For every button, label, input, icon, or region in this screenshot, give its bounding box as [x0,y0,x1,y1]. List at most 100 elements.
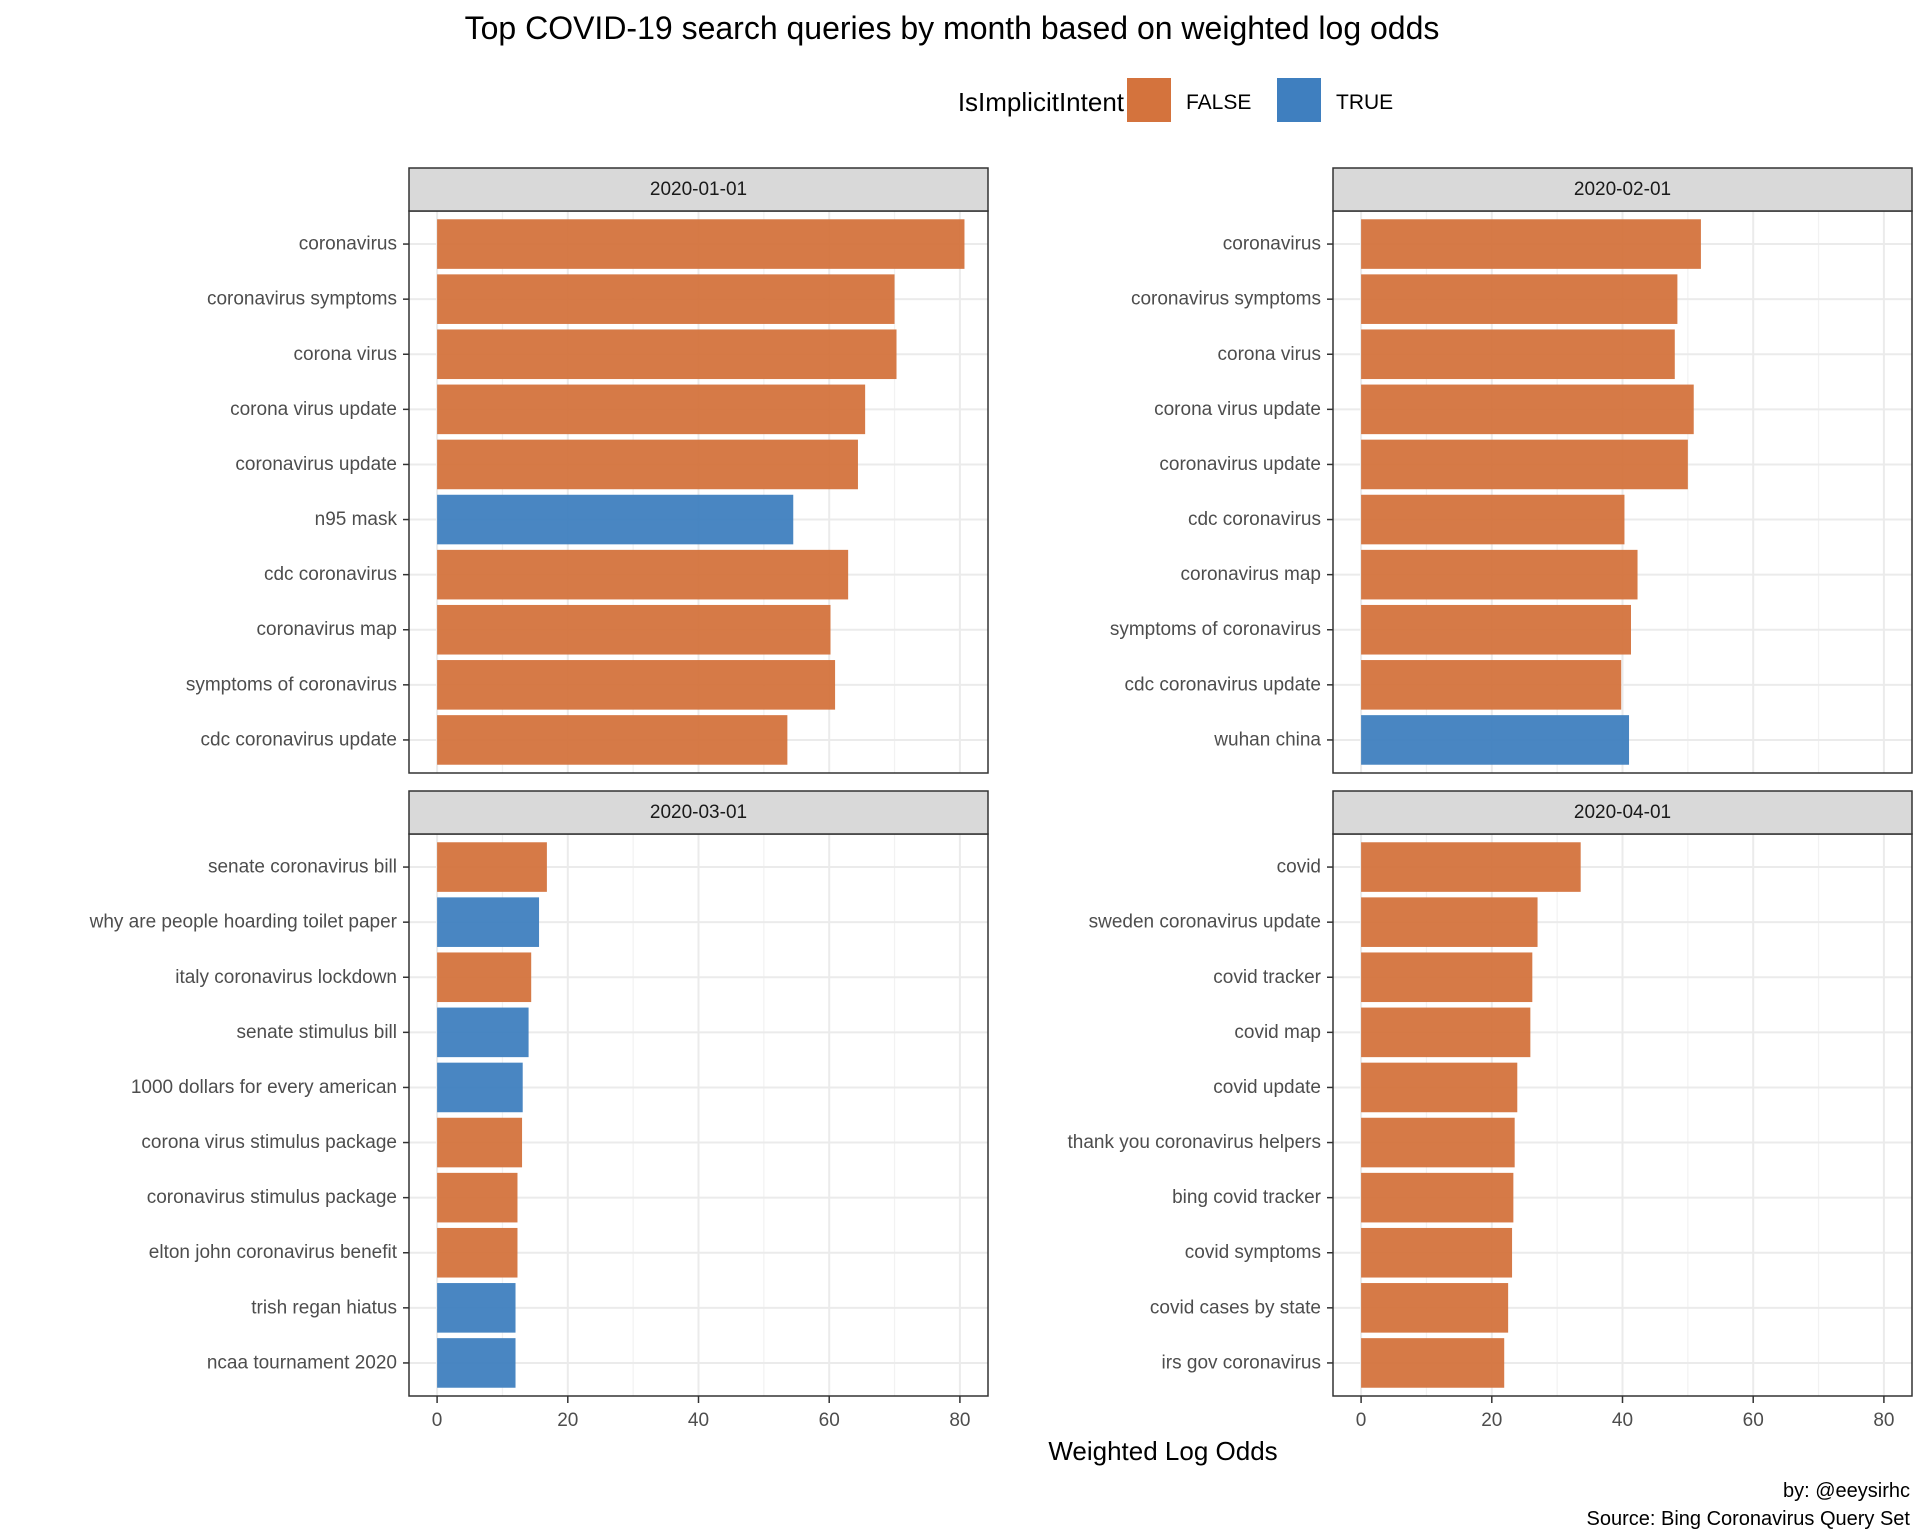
bar [437,494,794,545]
bar [1361,1117,1515,1168]
facet-panels: coronavirus coronavirus symptoms corona vi… [89,167,1913,1431]
y-tick-label: coronavirus map [257,619,397,640]
bar [1361,952,1533,1003]
bar [437,842,547,892]
y-tick-label: thank you coronavirus helpers [1068,1132,1321,1153]
facet-strip-label: 2020-03-01 [650,802,747,823]
bar [1361,1283,1509,1333]
facet-panel-3: senate coronavirus bill why are people ho… [89,790,989,1431]
bar [1361,842,1581,892]
x-tick-label: 0 [1356,1410,1367,1431]
y-tick-label: senate coronavirus bill [208,857,397,878]
bar [1361,549,1638,600]
y-tick-label: 1000 dollars for every american [131,1077,397,1098]
y-tick-label: covid [1277,857,1321,878]
bar [1361,384,1694,435]
x-tick-label: 80 [949,1410,970,1431]
y-tick-label: covid symptoms [1185,1242,1321,1263]
y-tick-label: symptoms of coronavirus [186,674,397,695]
y-tick-label: corona virus stimulus package [141,1132,397,1153]
bar [437,1338,516,1388]
x-tick-label: 60 [819,1410,840,1431]
x-tick-label: 20 [1481,1410,1502,1431]
legend: IsImplicitIntent FALSE TRUE [958,78,1393,122]
caption-author: by: @eeysirhc [1783,1480,1910,1502]
facet-strip [1332,167,1913,212]
bar [1361,494,1625,545]
y-tick-label: coronavirus update [1159,454,1321,475]
y-tick-label: cdc coronavirus update [201,729,397,750]
x-tick-label: 0 [432,1410,443,1431]
legend-label-true: TRUE [1336,91,1393,114]
y-tick-label: coronavirus update [235,454,397,475]
x-tick-label: 60 [1743,1410,1764,1431]
chart-title: Top COVID-19 search queries by month bas… [465,10,1440,46]
bar [1361,439,1688,490]
bar [437,439,858,490]
bar [437,715,788,765]
facet-strip [1332,790,1913,835]
y-tick-label: corona virus update [1154,399,1321,420]
legend-swatch-false [1127,78,1171,122]
y-tick-label: n95 mask [315,509,398,530]
y-tick-label: why are people hoarding toilet paper [89,912,398,933]
bar [1361,604,1631,655]
y-tick-label: irs gov coronavirus [1162,1352,1321,1373]
bar [1361,329,1675,380]
bar [1361,897,1538,947]
bar [437,952,532,1003]
bar [437,274,895,324]
facet-strip [408,167,989,212]
legend-swatch-true [1277,78,1321,122]
bar [437,549,849,600]
caption-source: Source: Bing Coronavirus Query Set [1587,1508,1911,1530]
legend-label-false: FALSE [1186,91,1251,114]
bar [1361,1227,1513,1278]
y-tick-label: trish regan hiatus [251,1297,397,1318]
facet-strip [408,790,989,835]
bar [437,1227,518,1278]
bar [437,1007,529,1058]
bar [437,604,831,655]
x-tick-label: 20 [557,1410,578,1431]
bar [437,1117,523,1168]
y-tick-label: cdc coronavirus update [1125,674,1321,695]
y-tick-label: symptoms of coronavirus [1110,619,1321,640]
y-tick-label: coronavirus map [1181,564,1321,585]
bar [1361,1062,1518,1113]
bar [437,897,540,947]
bar [1361,660,1622,710]
y-tick-label: corona virus update [230,399,397,420]
x-tick-label: 80 [1873,1410,1894,1431]
y-tick-label: coronavirus [1223,234,1321,255]
y-tick-label: coronavirus stimulus package [147,1187,397,1208]
facet-strip-label: 2020-01-01 [650,179,747,200]
y-tick-label: cdc coronavirus [1188,509,1321,530]
y-tick-label: sweden coronavirus update [1089,912,1321,933]
x-tick-label: 40 [688,1410,709,1431]
y-tick-label: corona virus [1218,344,1322,365]
y-tick-label: wuhan china [1213,729,1321,750]
y-tick-label: covid tracker [1213,967,1321,988]
facet-panel-1: coronavirus coronavirus symptoms corona vi… [186,167,989,774]
x-tick-label: 40 [1612,1410,1633,1431]
bar [1361,715,1630,765]
x-axis-label: Weighted Log Odds [1048,1436,1277,1466]
y-tick-label: covid update [1213,1077,1321,1098]
bar [437,660,836,710]
bar [1361,1007,1531,1058]
y-tick-label: senate stimulus bill [236,1022,397,1043]
bar [1361,1172,1514,1223]
y-tick-label: covid map [1234,1022,1321,1043]
facet-panel-2: coronavirus coronavirus symptoms corona vi… [1110,167,1913,774]
bar [437,219,965,269]
facet-panel-4: covid sweden coronavirus update covid trac… [1068,790,1913,1431]
bar [437,1062,523,1113]
y-tick-label: covid cases by state [1150,1297,1321,1318]
y-tick-label: italy coronavirus lockdown [175,967,397,988]
y-tick-label: bing covid tracker [1172,1187,1322,1208]
facet-strip-label: 2020-04-01 [1574,802,1671,823]
y-tick-label: coronavirus symptoms [1131,289,1321,310]
bar [437,1172,518,1223]
